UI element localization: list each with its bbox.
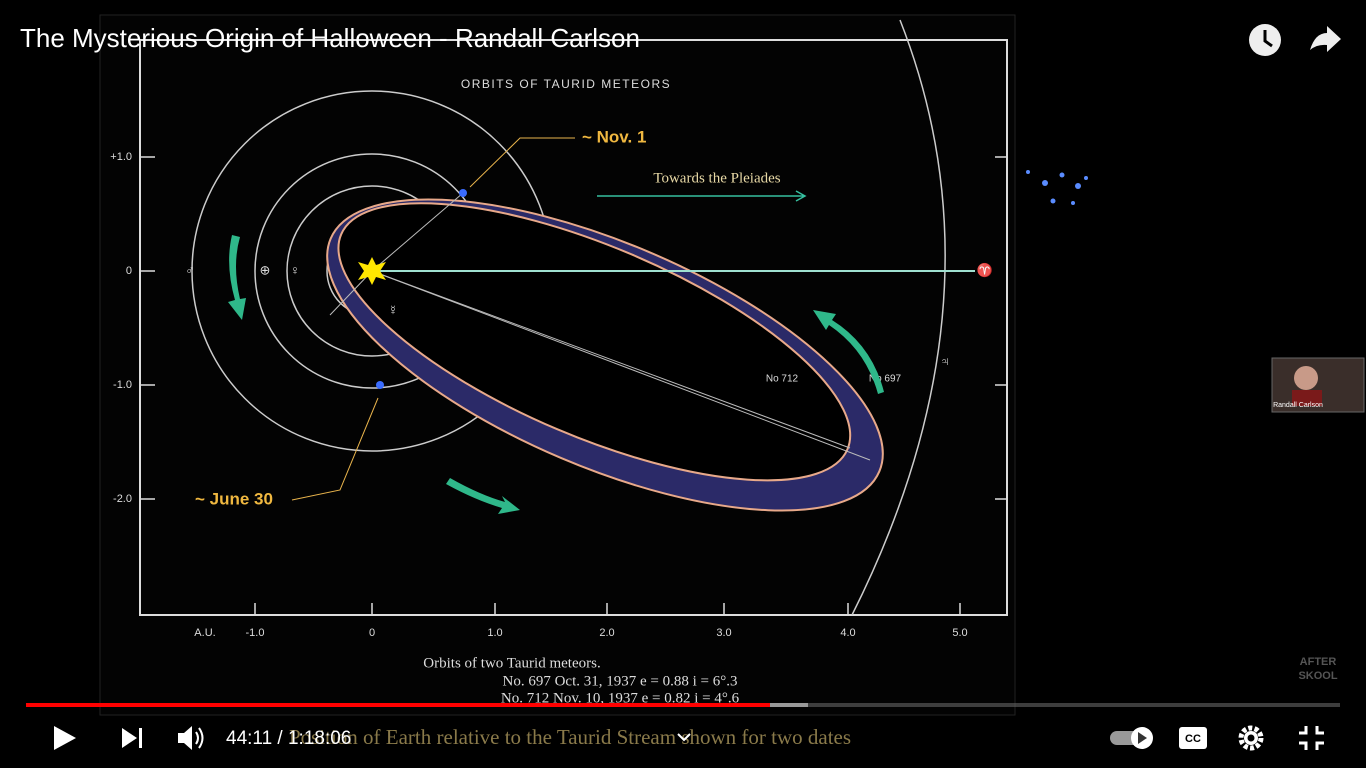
x-label: 2.0 xyxy=(599,627,614,639)
next-button[interactable] xyxy=(122,728,142,748)
symbol: ⊕ xyxy=(260,262,271,277)
x-label: 1.0 xyxy=(487,627,502,639)
planet-symbols: ♂ ⊕ ♀ ☿ ♃ ♈ xyxy=(185,262,993,368)
caption-line: Orbits of two Taurid meteors. xyxy=(423,655,600,671)
x-label: 0 xyxy=(369,627,375,639)
volume-button[interactable] xyxy=(178,726,204,750)
subcaption: Position of Earth relative to the Taurid… xyxy=(289,725,851,749)
chapter-chevron[interactable] xyxy=(677,733,691,742)
caption-line: No. 697 Oct. 31, 1937 e = 0.88 i = 6°.3 xyxy=(503,673,738,689)
x-label: 3.0 xyxy=(716,627,731,639)
watermark: AFTER xyxy=(1300,656,1337,668)
sun xyxy=(358,257,386,285)
june-label: ~ June 30 xyxy=(195,489,273,508)
x-label: 4.0 xyxy=(840,627,855,639)
exit-fullscreen-button[interactable] xyxy=(1299,726,1324,750)
taurid-stream xyxy=(326,198,884,512)
autoplay-toggle[interactable] xyxy=(1110,727,1153,749)
axis-ticks xyxy=(140,156,1007,615)
y-label: +1.0 xyxy=(110,151,132,163)
play-button[interactable] xyxy=(54,726,76,750)
diagram-title: ORBITS OF TAURID METEORS xyxy=(461,77,671,91)
symbol: ♀ xyxy=(290,262,300,277)
symbol: ♈ xyxy=(977,262,993,277)
video-title[interactable]: The Mysterious Origin of Halloween - Ran… xyxy=(20,23,640,53)
radius-lines xyxy=(329,192,871,461)
presenter-face xyxy=(1294,366,1318,390)
orbit-label: No 712 xyxy=(766,374,799,385)
nov-pointer xyxy=(469,137,575,188)
watch-later-button[interactable] xyxy=(1249,24,1281,56)
earth-nov xyxy=(459,189,467,197)
y-label: -2.0 xyxy=(113,493,132,505)
presenter-name: Randall Carlson xyxy=(1273,402,1323,409)
pleiades-arrow xyxy=(597,190,807,202)
nov-label: ~ Nov. 1 xyxy=(582,127,646,146)
x-axis: A.U. -1.0 0 1.0 2.0 3.0 4.0 5.0 xyxy=(194,627,967,639)
x-label: -1.0 xyxy=(246,627,265,639)
diagram-frame xyxy=(139,39,1008,616)
pleiades-image xyxy=(1026,170,1088,205)
symbol: ♃ xyxy=(940,353,950,368)
x-label: 5.0 xyxy=(952,627,967,639)
svg-text:CC: CC xyxy=(1185,733,1201,745)
pleiades-label: Towards the Pleiades xyxy=(653,170,780,186)
orbit-label: No 697 xyxy=(869,374,902,385)
caption-line: No. 712 Nov. 10, 1937 e = 0.82 i = 4°.6 xyxy=(501,690,740,706)
settings-button[interactable] xyxy=(1238,725,1264,751)
symbol: ☿ xyxy=(388,302,398,317)
time-display: 44:11 / 1:18:06 xyxy=(226,728,351,749)
symbol: ♂ xyxy=(185,262,195,277)
y-label: -1.0 xyxy=(113,379,132,391)
caption: Orbits of two Taurid meteors. No. 697 Oc… xyxy=(423,655,739,706)
progress-played xyxy=(26,703,770,707)
share-button[interactable] xyxy=(1310,26,1341,52)
presenter-shirt xyxy=(1292,390,1322,406)
x-unit: A.U. xyxy=(194,627,215,639)
motion-arrows xyxy=(228,235,884,514)
june-pointer xyxy=(291,397,379,501)
captions-button[interactable]: CC xyxy=(1179,727,1207,749)
y-label: 0 xyxy=(126,265,132,277)
y-axis: +1.0 0 -1.0 -2.0 xyxy=(110,151,132,505)
earth-june xyxy=(376,381,384,389)
watermark: SKOOL xyxy=(1298,670,1337,682)
